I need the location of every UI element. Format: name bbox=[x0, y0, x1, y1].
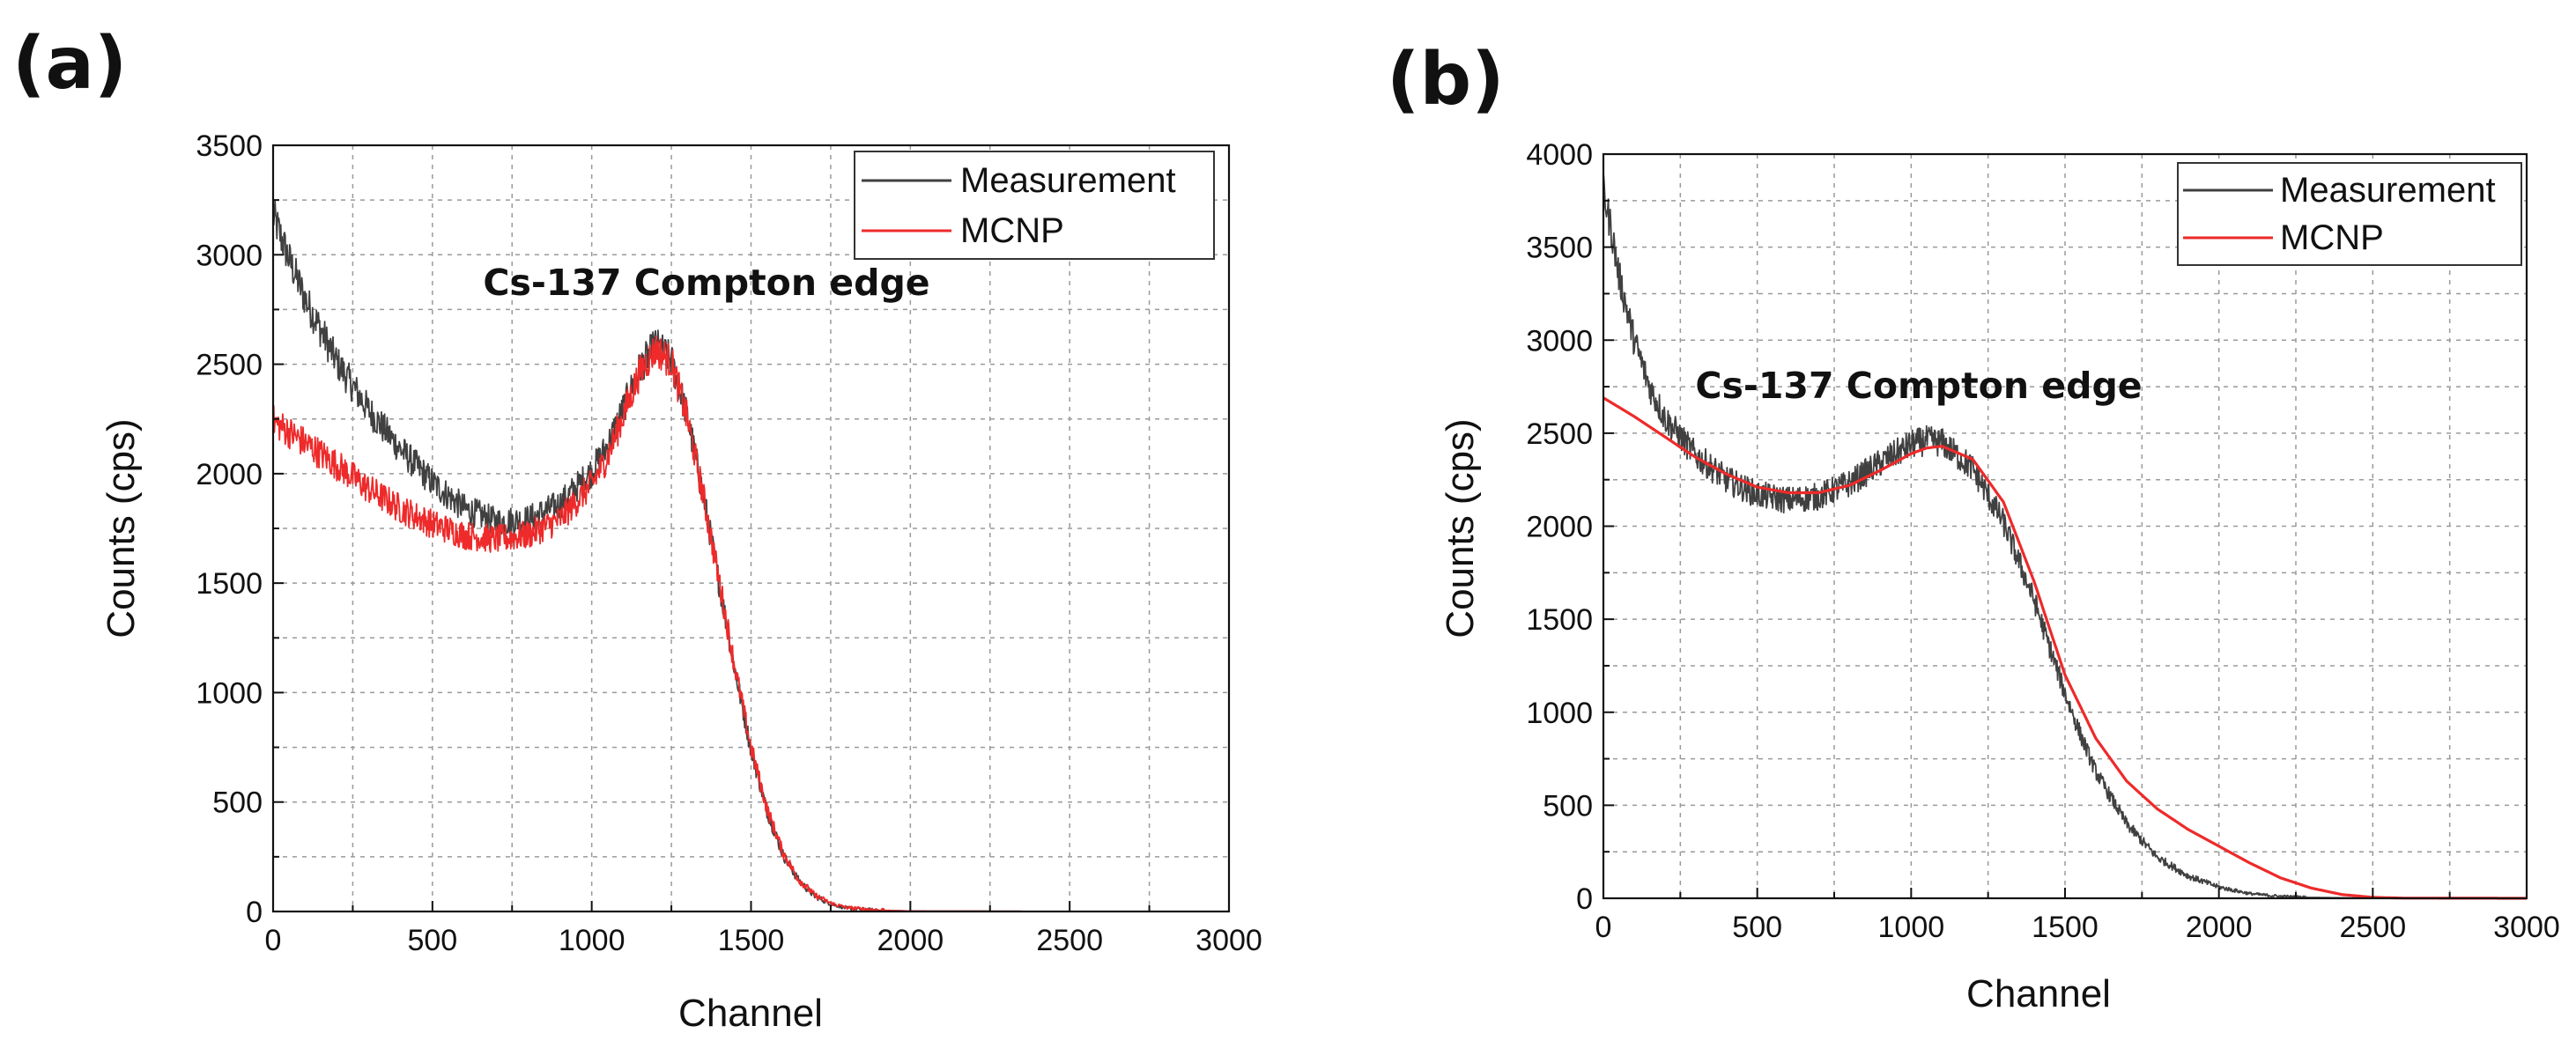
x-tick-label: 500 bbox=[407, 924, 457, 957]
panel-a-label: (a) bbox=[12, 22, 127, 106]
x-tick-label: 1000 bbox=[1878, 911, 1945, 944]
x-tick-label: 500 bbox=[1732, 911, 1782, 944]
panel-a-legend-mcnp: MCNP bbox=[960, 211, 1064, 250]
y-tick-label: 1500 bbox=[196, 567, 263, 601]
y-tick-label: 3000 bbox=[196, 239, 263, 272]
panel-b-legend-measurement: Measurement bbox=[2280, 171, 2496, 210]
panel-b-xlabel: Channel bbox=[1966, 972, 2111, 1015]
panel-b-label: (b) bbox=[1387, 38, 1505, 122]
x-tick-label: 2000 bbox=[877, 924, 944, 957]
panel-b-ticks: 0 500 1000 1500 2000 2500 3000 0 500 1000 1500 2000… bbox=[1526, 138, 2559, 944]
y-tick-label: 2000 bbox=[196, 458, 263, 491]
y-tick-label: 1000 bbox=[196, 676, 263, 710]
x-tick-label: 0 bbox=[265, 924, 282, 957]
x-tick-label: 2000 bbox=[2186, 911, 2253, 944]
y-tick-label: 500 bbox=[212, 786, 263, 820]
panel-a-legend-box bbox=[854, 151, 1215, 260]
x-tick-label: 2500 bbox=[2340, 911, 2407, 944]
panel-b: (b) 0 500 1000 1500 2000 2500 3000 0 500 1000 1500… bbox=[1387, 38, 2560, 1015]
x-tick-label: 0 bbox=[1595, 911, 1612, 944]
panel-b-legend-box bbox=[2177, 162, 2522, 266]
panel-a-grid bbox=[273, 145, 1229, 911]
panel-a: (a) 0 500 1000 1500 2000 2500 3000 0 500 1000 1500… bbox=[12, 22, 1262, 1035]
panel-a-xlabel: Channel bbox=[678, 992, 823, 1035]
y-tick-label: 0 bbox=[246, 896, 263, 929]
panel-a-legend: Measurement MCNP bbox=[854, 151, 1215, 260]
x-tick-label: 2500 bbox=[1036, 924, 1103, 957]
y-tick-label: 1500 bbox=[1526, 603, 1593, 637]
x-tick-label: 1500 bbox=[2032, 911, 2099, 944]
y-tick-label: 3500 bbox=[196, 129, 263, 163]
panel-b-annotation: Cs-137 Compton edge bbox=[1695, 365, 2142, 407]
y-tick-label: 4000 bbox=[1526, 138, 1593, 172]
x-tick-label: 3000 bbox=[1195, 924, 1262, 957]
y-tick-label: 1000 bbox=[1526, 697, 1593, 730]
panel-a-annotation: Cs-137 Compton edge bbox=[483, 262, 929, 304]
x-tick-label: 1000 bbox=[559, 924, 625, 957]
y-tick-label: 500 bbox=[1543, 789, 1593, 823]
panel-b-legend: Measurement MCNP bbox=[2177, 162, 2522, 266]
y-tick-label: 3000 bbox=[1526, 324, 1593, 358]
panel-a-ticks: 0 500 1000 1500 2000 2500 3000 0 500 1000 1500 2000… bbox=[196, 129, 1262, 957]
panel-a-ylabel: Counts (cps) bbox=[100, 418, 143, 638]
panel-b-legend-mcnp: MCNP bbox=[2280, 218, 2384, 257]
y-tick-label: 0 bbox=[1576, 882, 1593, 916]
panel-b-ylabel: Counts (cps) bbox=[1439, 418, 1482, 638]
y-tick-label: 3500 bbox=[1526, 232, 1593, 265]
x-tick-label: 1500 bbox=[718, 924, 785, 957]
x-tick-label: 3000 bbox=[2493, 911, 2560, 944]
panel-a-legend-measurement: Measurement bbox=[960, 161, 1176, 200]
y-tick-label: 2500 bbox=[196, 349, 263, 382]
y-tick-label: 2000 bbox=[1526, 511, 1593, 544]
y-tick-label: 2500 bbox=[1526, 417, 1593, 451]
